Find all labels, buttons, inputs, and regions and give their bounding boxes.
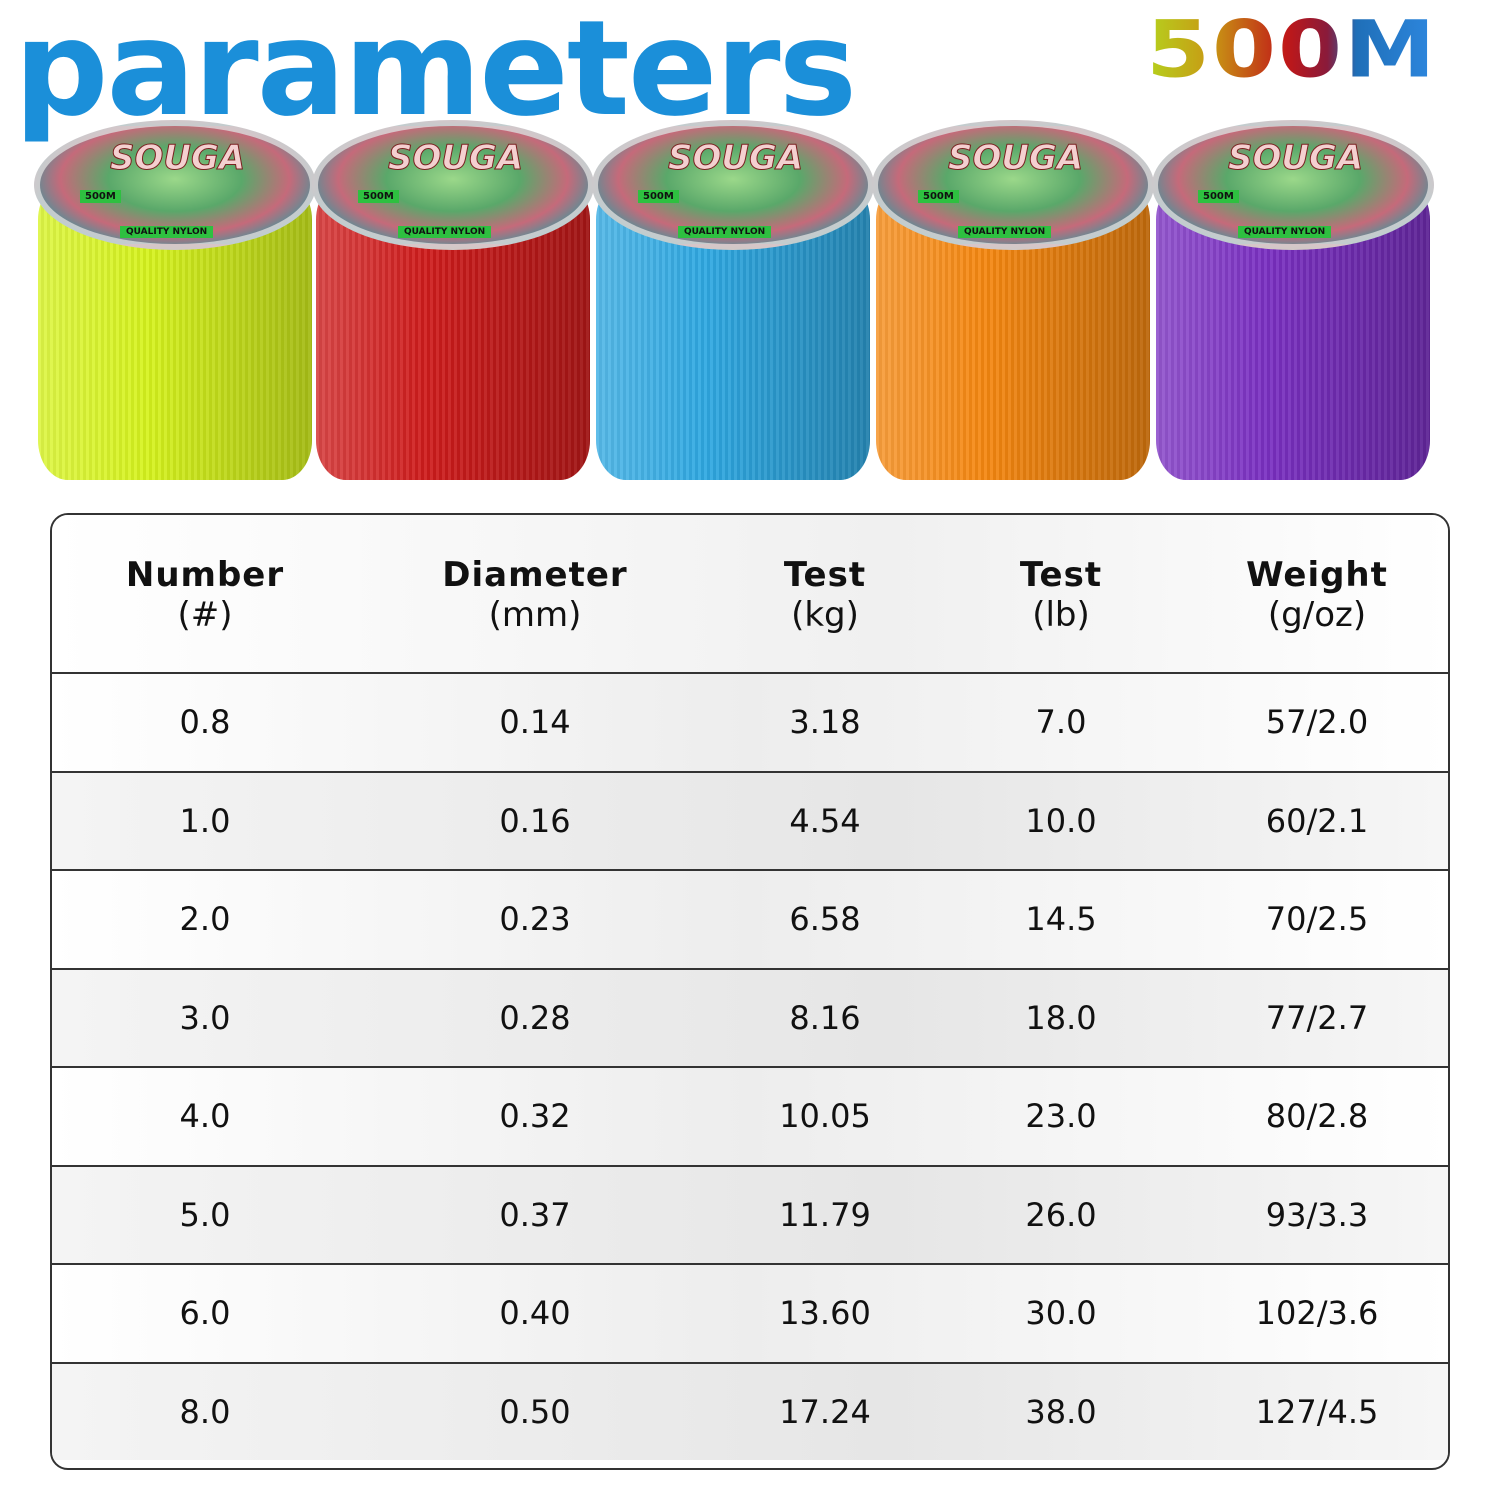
spool-orange: SOUGA 500M QUALITY NYLON: [872, 120, 1154, 490]
table-cell: 8.16: [789, 998, 861, 1037]
spool-yellow-green: SOUGA 500M QUALITY NYLON: [34, 120, 316, 490]
table-cell: 0.32: [499, 1097, 571, 1136]
table-cell: 4.0: [179, 1097, 231, 1136]
column-header-unit: (kg): [791, 595, 859, 635]
table-cell: 10.05: [779, 1097, 871, 1136]
table-cell: 6.58: [789, 900, 861, 939]
table-cell: 17.24: [779, 1392, 871, 1431]
table-cell: 0.23: [499, 900, 571, 939]
table-cell: 2.0: [179, 900, 231, 939]
table-row: 0.8 0.14 3.18 7.0 57/2.0: [52, 672, 1448, 771]
table-cell: 26.0: [1025, 1195, 1097, 1234]
table-cell: 0.16: [499, 801, 571, 840]
table-cell: 3.0: [179, 998, 231, 1037]
table-cell: 3.18: [789, 703, 861, 742]
table-cell: 127/4.5: [1255, 1392, 1379, 1431]
table-row: 4.0 0.32 10.05 23.0 80/2.8: [52, 1066, 1448, 1165]
table-cell: 4.54: [789, 801, 861, 840]
spool-label-disc: SOUGA 500M QUALITY NYLON: [34, 120, 316, 250]
spool-blue: SOUGA 500M QUALITY NYLON: [592, 120, 874, 490]
column-header-unit: (lb): [1032, 595, 1090, 635]
quality-tag: QUALITY NYLON: [1238, 226, 1332, 238]
table-cell: 38.0: [1025, 1392, 1097, 1431]
table-cell: 1.0: [179, 801, 231, 840]
column-header-unit: (mm): [488, 595, 582, 635]
column-header-name: Number: [125, 555, 285, 595]
table-cell: 80/2.8: [1265, 1097, 1369, 1136]
parameters-table: Number (#) Diameter (mm) Test (kg) Test (lb) Wei…: [50, 513, 1450, 1470]
table-cell: 102/3.6: [1255, 1294, 1379, 1333]
column-header: Diameter (mm): [442, 555, 627, 635]
brand-logo: SOUGA: [667, 138, 804, 179]
table-cell: 10.0: [1025, 801, 1097, 840]
table-header-row: Number (#) Diameter (mm) Test (kg) Test (lb) Wei…: [52, 515, 1448, 674]
column-header: Test (lb): [1020, 555, 1102, 635]
table-cell: 11.79: [779, 1195, 871, 1234]
length-label: 500M: [1198, 190, 1239, 203]
column-header-unit: (g/oz): [1267, 595, 1367, 635]
table-row: 1.0 0.16 4.54 10.0 60/2.1: [52, 770, 1448, 869]
table-cell: 13.60: [779, 1294, 871, 1333]
column-header-name: Test: [783, 555, 867, 595]
length-label: 500M: [918, 190, 959, 203]
brand-logo: SOUGA: [387, 138, 524, 179]
table-row: 6.0 0.40 13.60 30.0 102/3.6: [52, 1263, 1448, 1362]
quality-tag: QUALITY NYLON: [958, 226, 1052, 238]
column-header: Number (#): [126, 555, 284, 635]
quality-tag: QUALITY NYLON: [678, 226, 772, 238]
brand-logo: SOUGA: [109, 138, 246, 179]
table-cell: 18.0: [1025, 998, 1097, 1037]
table-cell: 8.0: [179, 1392, 231, 1431]
table-cell: 0.50: [499, 1392, 571, 1431]
table-cell: 0.37: [499, 1195, 571, 1234]
length-badge: 500M: [1146, 4, 1438, 95]
quality-tag: QUALITY NYLON: [398, 226, 492, 238]
length-label: 500M: [358, 190, 399, 203]
column-header-name: Test: [1019, 555, 1103, 595]
spool-label-disc: SOUGA 500M QUALITY NYLON: [872, 120, 1154, 250]
quality-tag: QUALITY NYLON: [120, 226, 214, 238]
table-cell: 14.5: [1025, 900, 1097, 939]
table-cell: 60/2.1: [1265, 801, 1369, 840]
column-header-unit: (#): [177, 595, 233, 635]
table-cell: 23.0: [1025, 1097, 1097, 1136]
table-row: 3.0 0.28 8.16 18.0 77/2.7: [52, 967, 1448, 1066]
table-cell: 7.0: [1035, 703, 1087, 742]
table-row: 5.0 0.37 11.79 26.0 93/3.3: [52, 1164, 1448, 1263]
table-cell: 0.14: [499, 703, 571, 742]
table-cell: 6.0: [179, 1294, 231, 1333]
spool-red: SOUGA 500M QUALITY NYLON: [312, 120, 594, 490]
table-cell: 5.0: [179, 1195, 231, 1234]
table-row: 8.0 0.50 17.24 38.0 127/4.5: [52, 1361, 1448, 1460]
spool-purple: SOUGA 500M QUALITY NYLON: [1152, 120, 1434, 490]
table-cell: 0.8: [179, 703, 231, 742]
brand-logo: SOUGA: [1227, 138, 1364, 179]
length-label: 500M: [638, 190, 679, 203]
table-cell: 0.40: [499, 1294, 571, 1333]
column-header-name: Weight: [1246, 555, 1388, 595]
spool-label-disc: SOUGA 500M QUALITY NYLON: [592, 120, 874, 250]
table-row: 2.0 0.23 6.58 14.5 70/2.5: [52, 869, 1448, 968]
column-header-name: Diameter: [442, 555, 628, 595]
table-cell: 93/3.3: [1265, 1195, 1369, 1234]
spool-label-disc: SOUGA 500M QUALITY NYLON: [1152, 120, 1434, 250]
column-header: Weight (g/oz): [1246, 555, 1388, 635]
brand-logo: SOUGA: [947, 138, 1084, 179]
spool-label-disc: SOUGA 500M QUALITY NYLON: [312, 120, 594, 250]
column-header: Test (kg): [784, 555, 866, 635]
table-cell: 57/2.0: [1265, 703, 1369, 742]
length-label: 500M: [80, 190, 121, 203]
table-cell: 0.28: [499, 998, 571, 1037]
table-cell: 77/2.7: [1265, 998, 1369, 1037]
table-cell: 70/2.5: [1265, 900, 1369, 939]
table-cell: 30.0: [1025, 1294, 1097, 1333]
